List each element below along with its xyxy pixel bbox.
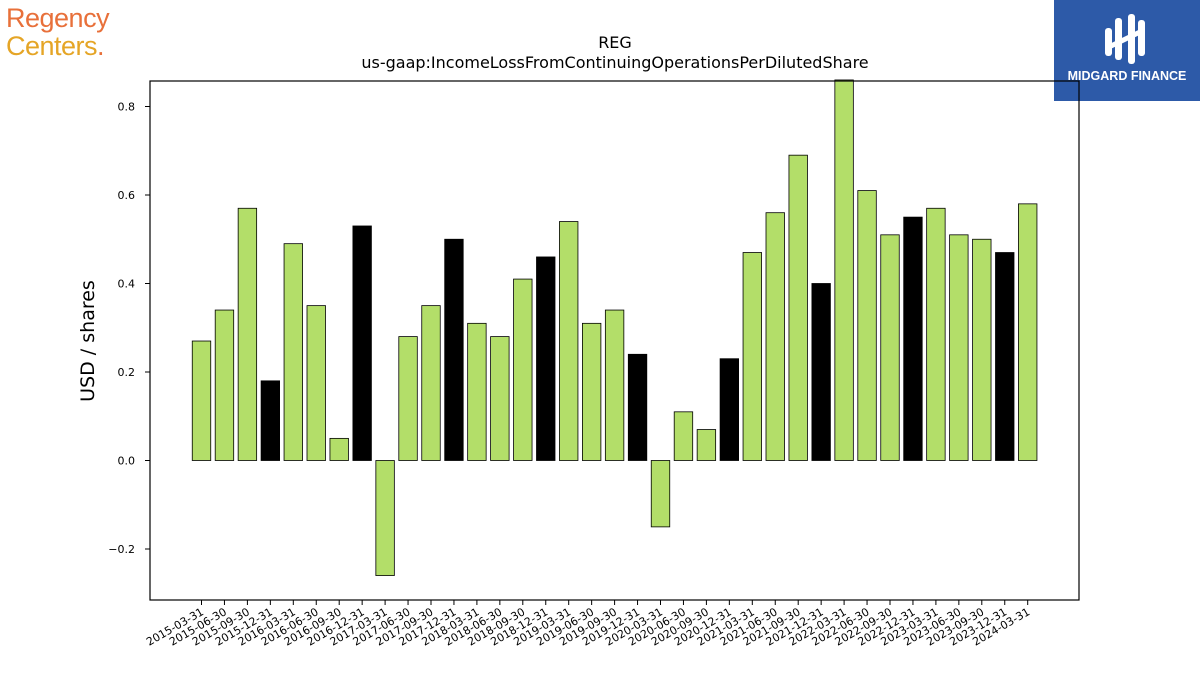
- bar-2018-09-30: [513, 278, 533, 461]
- y-axis-label: USD / shares: [77, 280, 99, 402]
- bar-2017-03-31: [375, 460, 395, 576]
- plot-frame: [149, 80, 1080, 601]
- bars: [191, 79, 1038, 576]
- bar-2017-12-31: [444, 238, 464, 461]
- bar-2016-03-31: [283, 243, 303, 461]
- y-tick-label: 0.4: [118, 278, 136, 291]
- bar-2015-09-30: [237, 207, 258, 461]
- bar-2023-12-31: [995, 252, 1015, 461]
- bar-2023-09-30: [972, 238, 992, 461]
- bar-2021-12-31: [811, 283, 831, 461]
- logo-left-line2: Centers: [6, 31, 98, 61]
- bar-2020-03-31: [650, 460, 671, 528]
- bar-2016-06-30: [306, 305, 326, 461]
- logo-left-dot: .: [97, 31, 105, 61]
- y-tick-label: 0.8: [118, 101, 136, 114]
- bar-2020-09-30: [696, 429, 717, 461]
- chart-subtitle: us-gaap:IncomeLossFromContinuingOperatio…: [361, 53, 868, 72]
- bar-2018-03-31: [467, 322, 487, 461]
- bar-2016-12-31: [352, 225, 372, 461]
- x-axis-ticks: 2015-03-312015-06-302015-09-302015-12-31…: [144, 600, 1032, 649]
- y-tick-label: 0.6: [118, 189, 136, 202]
- bar-2019-12-31: [627, 353, 648, 461]
- bar-2018-06-30: [490, 336, 510, 461]
- y-tick-label: 0.0: [118, 455, 136, 468]
- chart-title: REG: [598, 33, 632, 52]
- bar-2023-03-31: [926, 207, 946, 461]
- bar-2015-12-31: [260, 380, 281, 461]
- y-tick-label: 0.2: [118, 366, 136, 379]
- bar-2022-06-30: [857, 190, 877, 461]
- bar-2019-03-31: [559, 221, 579, 461]
- midgard-finance-logo: MIDGARD FINANCE: [1054, 0, 1200, 101]
- regency-centers-logo: Regency Centers.: [6, 3, 110, 61]
- bar-2022-09-30: [880, 234, 900, 461]
- bar-2024-03-31: [1018, 203, 1038, 461]
- bar-2023-06-30: [949, 234, 969, 461]
- bar-2021-06-30: [765, 212, 785, 461]
- bar-2019-06-30: [582, 322, 602, 461]
- bar-2016-09-30: [329, 437, 349, 461]
- bar-2015-06-30: [214, 309, 235, 461]
- bar-2022-03-31: [834, 79, 854, 461]
- bar-2021-09-30: [788, 154, 808, 461]
- bar-2018-12-31: [536, 256, 556, 461]
- bar-2021-03-31: [742, 252, 762, 461]
- midgard-mark-icon: [1105, 14, 1145, 64]
- bar-2022-12-31: [903, 216, 923, 461]
- logo-left-line1: Regency: [6, 3, 110, 33]
- bar-2017-09-30: [421, 305, 441, 461]
- bar-2019-09-30: [604, 309, 625, 461]
- bar-2015-03-31: [191, 340, 212, 461]
- y-axis-ticks: −0.2 0.0 0.2 0.4 0.6 0.8: [108, 101, 150, 556]
- bar-2017-06-30: [398, 336, 418, 461]
- bar-2020-06-30: [673, 411, 694, 461]
- midgard-finance-name: MIDGARD FINANCE: [1067, 69, 1187, 83]
- y-tick-label: −0.2: [108, 543, 135, 556]
- bar-2020-12-31: [719, 358, 739, 461]
